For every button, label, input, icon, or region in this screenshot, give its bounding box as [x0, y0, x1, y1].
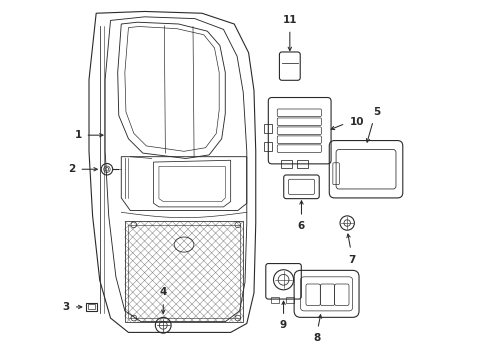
Bar [286, 297, 294, 303]
Bar [88, 305, 95, 310]
Text: 1: 1 [74, 130, 82, 140]
Text: 3: 3 [63, 302, 70, 312]
Bar [87, 303, 97, 311]
Bar [128, 225, 240, 318]
Bar [264, 125, 272, 134]
Bar [271, 297, 279, 303]
Text: 2: 2 [69, 164, 76, 174]
Bar [281, 160, 292, 168]
Text: 11: 11 [283, 15, 297, 25]
Text: 7: 7 [348, 255, 356, 265]
Text: 8: 8 [313, 333, 320, 343]
Text: 9: 9 [280, 320, 287, 330]
Text: 5: 5 [373, 107, 380, 117]
Text: 6: 6 [298, 221, 305, 230]
Bar [264, 142, 272, 151]
Text: 4: 4 [160, 287, 167, 297]
Bar [297, 160, 308, 168]
Text: 10: 10 [350, 117, 364, 127]
